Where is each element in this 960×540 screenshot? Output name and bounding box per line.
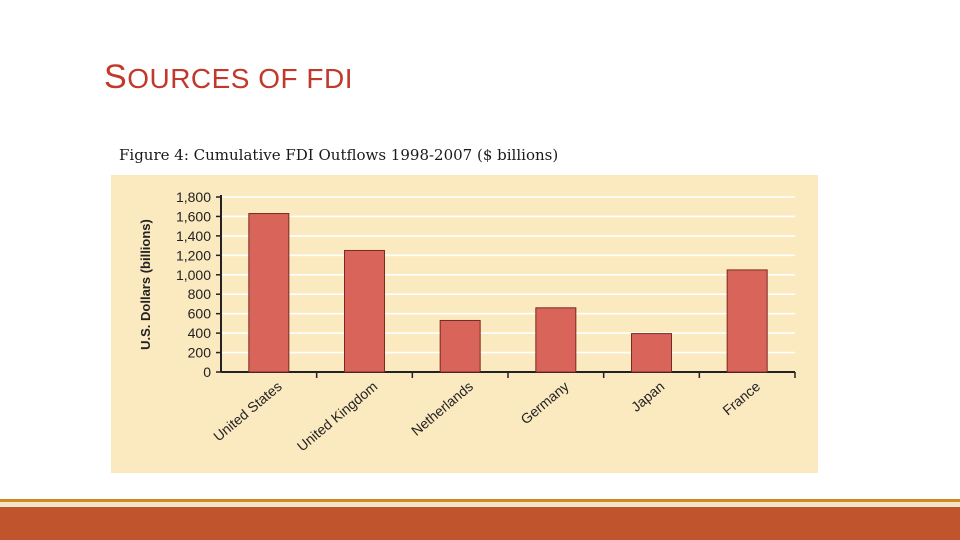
bar-chart: 0 200 400 600 800 1,000 1,200 1,400 1,600 1,800 U.… — [138, 189, 796, 454]
bar-japan — [631, 333, 672, 373]
y-tick-label: 400 — [188, 325, 212, 341]
footer-separator — [0, 502, 960, 507]
figure-caption: Figure 4: Cumulative FDI Outflows 1998-2… — [119, 146, 559, 164]
x-tick-label: Germany — [517, 378, 571, 427]
x-tick-label: United Kingdom — [294, 378, 381, 454]
y-tick-label: 1,800 — [176, 189, 211, 205]
footer-accent-line — [0, 499, 960, 502]
bar-united-states — [248, 213, 290, 373]
slide-title-initial: S — [104, 58, 128, 96]
x-tick-label: Netherlands — [408, 378, 476, 439]
y-tick-label: 600 — [188, 306, 212, 322]
y-tick-label: 1,000 — [176, 267, 211, 283]
y-tick-label: 1,400 — [176, 228, 211, 244]
slide-title: SOURCES OF FDI — [104, 58, 353, 97]
y-tick-label: 800 — [188, 286, 212, 302]
y-tick-label: 1,600 — [176, 208, 211, 224]
chart-panel: 0 200 400 600 800 1,000 1,200 1,400 1,600 1,800 U.… — [111, 175, 818, 473]
footer-bar — [0, 507, 960, 540]
bar-germany — [535, 307, 577, 373]
x-tick-label: Japan — [628, 378, 668, 415]
bar-france — [726, 269, 768, 373]
y-axis-label: U.S. Dollars (billions) — [138, 219, 153, 350]
bar-united-kingdom — [344, 249, 385, 373]
y-tick-label: 1,200 — [176, 247, 211, 263]
x-tick-label: United States — [210, 378, 285, 444]
bar-netherlands — [439, 319, 481, 373]
x-tick-label: France — [719, 378, 763, 418]
slide-title-rest: OURCES OF FDI — [127, 63, 354, 94]
y-tick-label: 200 — [188, 345, 212, 361]
y-tick-label: 0 — [203, 364, 211, 380]
